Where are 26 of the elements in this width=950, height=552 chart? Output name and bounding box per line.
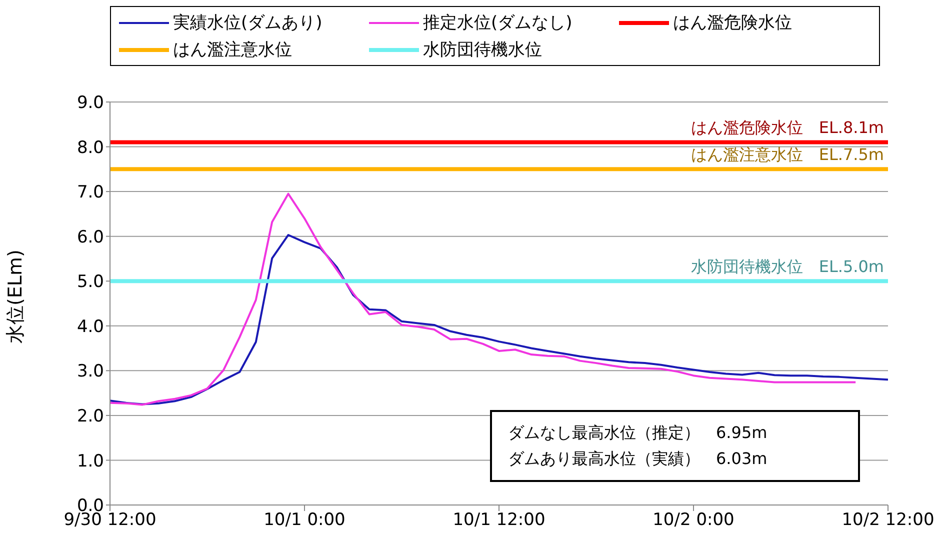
x-tick-label: 10/1 12:00 (452, 510, 546, 530)
x-tick-label: 10/2 12:00 (842, 510, 934, 530)
annotation: 水防団待機水位 EL.5.0m (690, 257, 884, 278)
x-tick-label: 10/2 0:00 (652, 510, 734, 530)
y-tick-label: 9.0 (76, 93, 104, 114)
y-tick-label: 5.0 (76, 272, 104, 292)
y-tick-label: 1.0 (76, 451, 104, 472)
legend-label: はん濫危険水位 (673, 12, 792, 34)
annotation: はん濫注意水位 EL.7.5m (690, 145, 884, 166)
y-tick-label: 8.0 (76, 138, 104, 158)
legend-label: 実績水位(ダムあり) (173, 12, 322, 34)
y-tick-label: 2.0 (76, 406, 104, 426)
y-tick-label: 4.0 (76, 316, 104, 337)
legend-label: 推定水位(ダムなし) (423, 12, 572, 34)
legend-label: 水防団待機水位 (423, 39, 542, 61)
x-tick-label: 10/1 0:00 (264, 510, 346, 530)
annotation: ダムあり最高水位（実績） 6.03m (508, 448, 768, 470)
legend-label: はん濫注意水位 (173, 39, 292, 61)
y-tick-label: 7.0 (76, 182, 104, 203)
line-series (110, 234, 888, 406)
note-box: ダムなし最高水位（推定） 6.95m ダムあり最高水位（実績） 6.03m (490, 410, 860, 482)
annotation: はん濫危険水位 EL.8.1m (690, 118, 884, 140)
y-axis-title: 水位(ELm) (4, 250, 27, 344)
y-tick-label: 3.0 (76, 362, 104, 382)
y-tick-label: 6.0 (76, 227, 104, 248)
annotation: ダムなし最高水位（推定） 6.95m (508, 422, 768, 444)
